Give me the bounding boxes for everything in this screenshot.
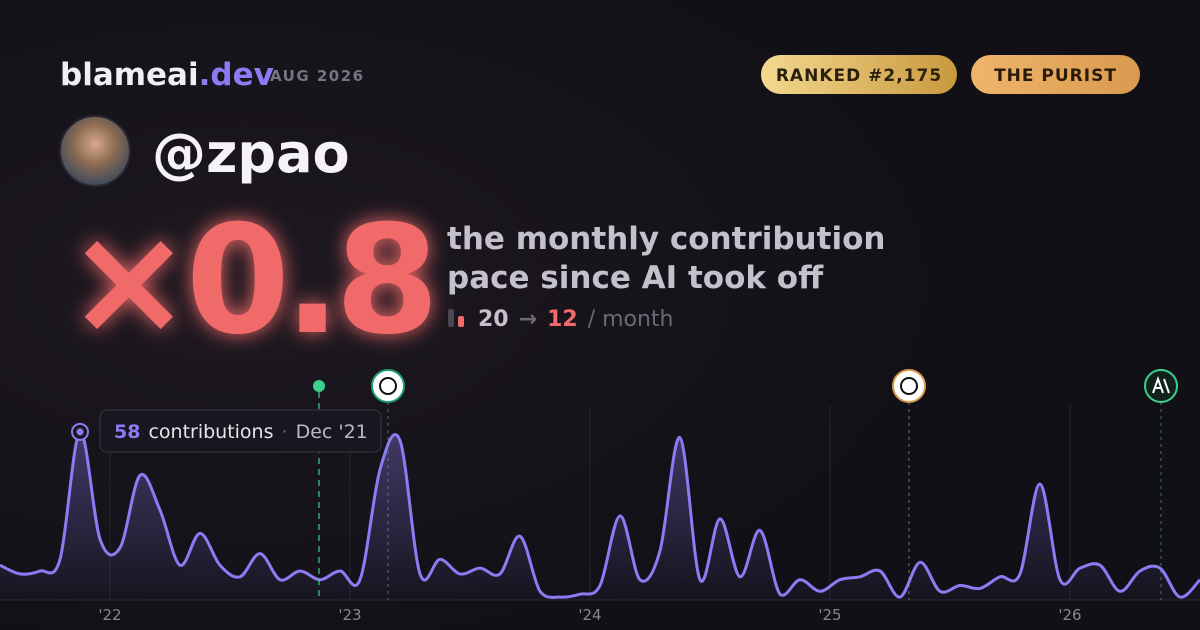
unit: / month <box>588 307 674 332</box>
x-tick-label: '23 <box>338 606 361 624</box>
openai-icon <box>379 377 397 395</box>
anthropic-icon <box>1152 376 1170 394</box>
multiplier: ×0.8 <box>66 194 433 368</box>
event-dot <box>313 380 325 392</box>
highlight-core <box>76 428 84 436</box>
date: AUG 2026 <box>270 67 365 85</box>
after-value: 12 <box>547 307 578 332</box>
x-tick-label: '22 <box>98 606 121 624</box>
tooltip-separator: · <box>282 421 288 443</box>
handle: @zpao <box>152 122 350 185</box>
brand: blameai.dev <box>60 57 274 93</box>
area-fill <box>0 431 1200 600</box>
openai-marker[interactable] <box>371 369 405 403</box>
after-indicator <box>458 316 464 327</box>
rank-badge-bg <box>761 55 957 94</box>
arrow: → <box>519 307 537 332</box>
line <box>0 430 1200 599</box>
before-value: 20 <box>478 307 509 332</box>
caption-line: the monthly contribution <box>447 221 885 257</box>
pace-line: 20 → 12 / month <box>478 307 674 332</box>
rank-badge: RANKED #2,175 <box>776 66 942 86</box>
tooltip-text: 58 contributions · Dec '21 <box>114 421 368 443</box>
brand-suffix: .dev <box>199 57 274 93</box>
openai-icon <box>900 377 918 395</box>
tooltip-value: 58 <box>114 421 140 443</box>
tooltip: 58 contributions · Dec '21 <box>99 409 382 453</box>
tooltip-label: contributions <box>148 421 273 443</box>
caption-line: pace since AI took off <box>447 260 824 296</box>
x-tick-label: '24 <box>578 606 601 624</box>
persona-badge: THE PURIST <box>994 66 1117 86</box>
avatar <box>59 115 131 187</box>
plot <box>0 422 1200 600</box>
tooltip-bg <box>99 409 382 453</box>
brand-name: blameai <box>60 57 199 93</box>
before-indicator <box>448 309 454 327</box>
x-tick-label: '26 <box>1058 606 1081 624</box>
openai-marker[interactable] <box>892 369 926 403</box>
persona-badge-bg <box>971 55 1140 94</box>
x-tick-label: '25 <box>818 606 841 624</box>
tooltip-date: Dec '21 <box>296 421 368 443</box>
